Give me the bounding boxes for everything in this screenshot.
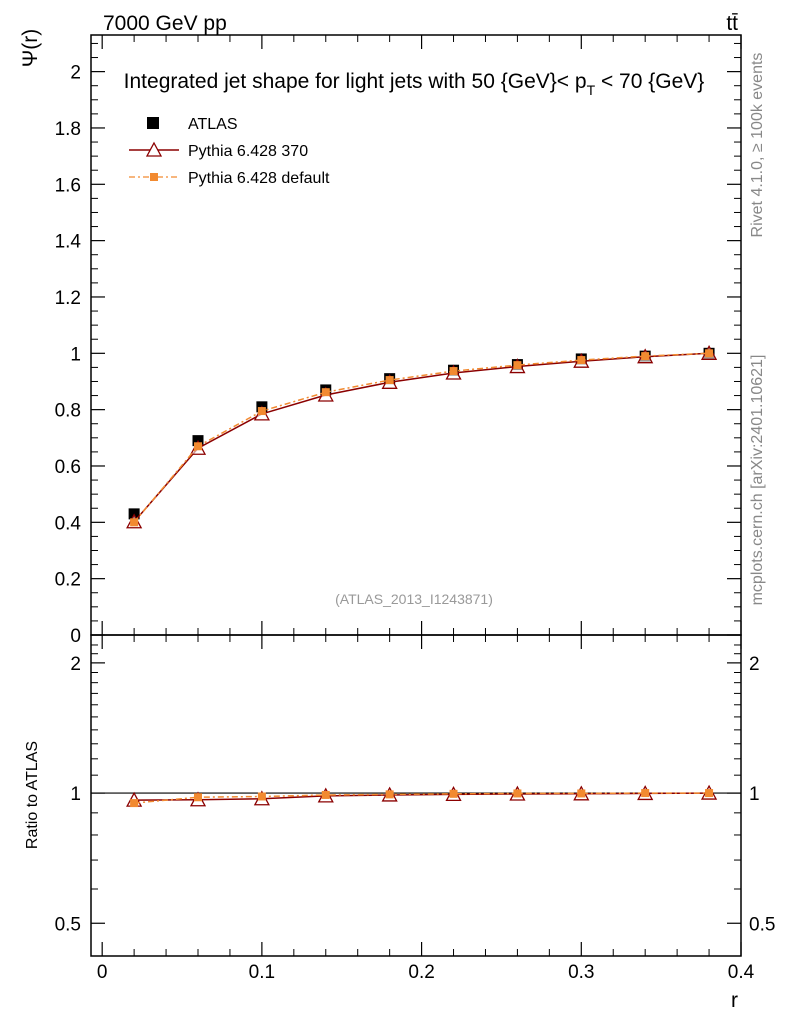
y-tick-label: 0 — [70, 626, 81, 647]
y-tick-label: 0.2 — [55, 570, 81, 591]
x-axis: 0 0.1 0.2 0.3 0.4 — [97, 35, 755, 983]
y-tick-label: 0.8 — [55, 401, 81, 422]
x-tick-label: 0.3 — [568, 962, 594, 983]
main-pythia-default-point — [321, 388, 330, 397]
mcplots-label: mcplots.cern.ch [arXiv:2401.10621] — [749, 355, 766, 606]
legend-label-pythia-default: Pythia 6.428 default — [188, 170, 330, 187]
ratio-pythia-default-point — [705, 789, 714, 798]
y-tick-label: 1.2 — [55, 288, 81, 309]
main-pythia-default-point — [385, 376, 394, 385]
y-tick-label: 1.8 — [55, 119, 81, 140]
ratio-tick-label: 2 — [70, 654, 81, 675]
main-pythia-default-point — [577, 356, 586, 365]
x-tick-label: 0.4 — [728, 962, 755, 983]
ratio-y-axis: 0.5 0.5 1 1 2 2 — [55, 644, 775, 935]
y-tick-label: 1.4 — [55, 232, 82, 253]
ratio-tick-label-right: 1 — [749, 784, 760, 805]
ratio-pythia-default-point — [257, 792, 266, 801]
ratio-tick-label: 0.5 — [55, 914, 81, 935]
process-label: tt̄ — [726, 12, 738, 35]
main-pythia-370-line — [133, 352, 710, 523]
ratio-series-group — [126, 784, 718, 808]
legend-marker-pythia-default — [150, 173, 158, 181]
main-series-group — [126, 344, 718, 529]
energy-label: 7000 GeV pp — [103, 12, 227, 35]
ratio-pythia-default-point — [194, 793, 203, 802]
main-pythia-default-point — [257, 407, 266, 416]
legend-marker-atlas — [147, 117, 159, 129]
x-tick-label: 0.2 — [408, 962, 434, 983]
main-pythia-default-point — [194, 442, 203, 451]
main-pythia-default-line — [133, 352, 710, 523]
ratio-pythia-default-point — [641, 789, 650, 798]
ratio-tick-label-right: 0.5 — [749, 914, 775, 935]
main-pythia-default-point — [130, 518, 139, 527]
chart-title-main: Integrated jet shape for light jets with… — [124, 70, 587, 93]
main-pythia-default-point — [449, 367, 458, 376]
ratio-pythia-default-point — [385, 790, 394, 799]
legend-marker-pythia-370 — [145, 141, 163, 157]
x-axis-label: r — [731, 989, 738, 1012]
y-tick-label: 0.6 — [55, 457, 81, 478]
analysis-id: (ATLAS_2013_I1243871) — [335, 591, 493, 607]
ratio-pythia-default-line — [134, 792, 710, 804]
ratio-tick-label-right: 2 — [749, 654, 760, 675]
ratio-pythia-default-point — [321, 790, 330, 799]
main-y-axis: 0 0.2 0.4 0.6 0.8 1 1.2 1.4 1.6 1.8 2 — [55, 42, 741, 647]
main-pythia-default-point — [705, 349, 714, 358]
y-tick-label: 1 — [70, 344, 81, 365]
chart-title: Integrated jet shape for light jets with… — [124, 70, 705, 98]
y-tick-label: 2 — [70, 63, 81, 84]
ratio-pythia-default-point — [577, 789, 586, 798]
x-tick-label: 0.1 — [249, 962, 275, 983]
main-pythia-default-point — [513, 361, 522, 370]
legend-label-pythia-370: Pythia 6.428 370 — [188, 143, 308, 160]
y-tick-label: 0.4 — [55, 513, 82, 534]
ratio-pythia-default-point — [513, 789, 522, 798]
chart-title-subscript: T — [587, 82, 596, 98]
ratio-pythia-default-point — [449, 789, 458, 798]
legend-label-atlas: ATLAS — [188, 116, 238, 133]
ratio-pythia-default-point — [130, 799, 139, 808]
legend: ATLAS Pythia 6.428 370 Pythia 6.428 defa… — [129, 116, 330, 187]
ratio-axis-label: Ratio to ATLAS — [24, 741, 41, 849]
x-tick-label: 0 — [97, 962, 108, 983]
y-tick-label: 1.6 — [55, 175, 81, 196]
ratio-plot-frame — [90, 634, 742, 957]
y-axis-label: Ψ(r) — [19, 29, 42, 68]
chart-title-tail: < 70 {GeV} — [595, 70, 704, 93]
ratio-tick-label: 1 — [70, 784, 81, 805]
main-pythia-default-point — [641, 352, 650, 361]
rivet-label: Rivet 4.1.0, ≥ 100k events — [749, 53, 766, 238]
